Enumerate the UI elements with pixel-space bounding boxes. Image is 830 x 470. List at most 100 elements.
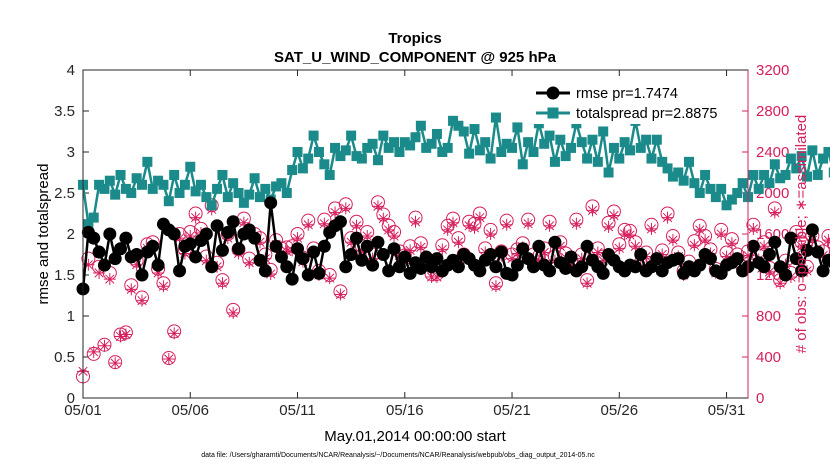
data-point xyxy=(827,257,830,268)
data-point xyxy=(769,159,780,170)
data-point xyxy=(494,245,508,259)
data-point xyxy=(480,137,491,148)
data-point xyxy=(366,258,380,272)
data-point xyxy=(554,240,567,253)
data-point xyxy=(437,147,448,157)
data-point xyxy=(249,173,260,184)
data-point xyxy=(586,204,599,217)
y-tick-label: 3 xyxy=(67,144,75,161)
data-point xyxy=(222,192,233,203)
data-point xyxy=(168,327,181,340)
data-point xyxy=(109,357,122,370)
data-point xyxy=(248,231,262,245)
data-point xyxy=(748,169,759,180)
data-point xyxy=(496,147,507,157)
legend-label-rmse: rmse pr=1.7474 xyxy=(576,86,678,102)
data-point xyxy=(292,147,303,157)
data-point xyxy=(377,212,390,225)
data-point xyxy=(178,247,191,260)
data-point xyxy=(463,219,476,232)
data-point xyxy=(448,115,459,126)
chart-title: Tropics xyxy=(388,30,441,47)
data-point xyxy=(212,183,223,194)
data-point xyxy=(167,227,181,241)
data-point xyxy=(399,137,410,148)
data-point xyxy=(689,178,700,189)
data-point xyxy=(371,235,385,249)
data-point xyxy=(628,260,642,274)
data-point xyxy=(367,138,378,149)
data-point xyxy=(382,264,396,278)
data-point xyxy=(532,254,545,267)
data-point xyxy=(410,132,421,143)
data-point xyxy=(580,239,594,253)
data-point xyxy=(205,260,219,274)
x-tick-label: 05/11 xyxy=(279,402,315,419)
data-point xyxy=(656,248,669,261)
data-point xyxy=(97,258,111,272)
data-point xyxy=(276,178,287,189)
data-point xyxy=(575,260,589,274)
data-point xyxy=(360,239,374,253)
data-point xyxy=(441,223,454,236)
data-point xyxy=(544,130,555,141)
data-point xyxy=(280,245,293,258)
data-point xyxy=(378,130,389,141)
data-point xyxy=(287,165,298,176)
data-point xyxy=(184,230,197,243)
x-tick-label: 05/31 xyxy=(708,402,746,419)
data-point xyxy=(625,145,636,156)
y-tick-label: 4 xyxy=(67,62,75,79)
data-point xyxy=(666,234,679,247)
data-point xyxy=(163,196,174,207)
series-line xyxy=(81,202,830,290)
legend-marker-totalspread xyxy=(547,107,559,119)
data-point xyxy=(382,223,395,236)
data-point xyxy=(430,271,443,284)
data-point xyxy=(131,173,142,184)
data-point xyxy=(582,153,593,164)
data-point xyxy=(818,153,829,164)
data-point xyxy=(784,231,798,245)
data-point xyxy=(598,126,609,137)
data-point xyxy=(258,264,272,278)
data-point xyxy=(753,183,764,194)
data-point xyxy=(510,258,524,272)
data-point xyxy=(560,151,571,162)
data-point xyxy=(339,260,353,274)
y-right-tick-label: 0 xyxy=(756,390,764,407)
data-point xyxy=(570,217,583,230)
data-point xyxy=(505,268,519,282)
data-point xyxy=(297,163,308,174)
data-point xyxy=(361,230,374,243)
data-point xyxy=(201,192,212,203)
data-point xyxy=(768,206,781,219)
data-point xyxy=(442,142,453,153)
data-point xyxy=(737,178,748,189)
data-point xyxy=(650,252,664,266)
data-point xyxy=(826,237,830,250)
data-point xyxy=(662,163,673,174)
data-point xyxy=(721,200,732,211)
data-point xyxy=(500,218,513,231)
y-right-tick-label: 2000 xyxy=(756,185,789,202)
data-point xyxy=(344,248,358,261)
data-point xyxy=(646,153,657,164)
data-point xyxy=(474,145,485,156)
data-point xyxy=(195,179,206,190)
data-point xyxy=(253,253,267,267)
data-point xyxy=(414,241,427,254)
data-point xyxy=(614,153,625,164)
data-point xyxy=(366,252,379,265)
data-point xyxy=(189,211,202,224)
data-point xyxy=(657,156,668,167)
data-point xyxy=(473,211,486,224)
data-point xyxy=(607,209,620,222)
data-point xyxy=(555,134,566,145)
data-point xyxy=(506,252,519,265)
data-point xyxy=(189,250,203,264)
data-point xyxy=(103,227,117,241)
data-point xyxy=(539,138,550,149)
